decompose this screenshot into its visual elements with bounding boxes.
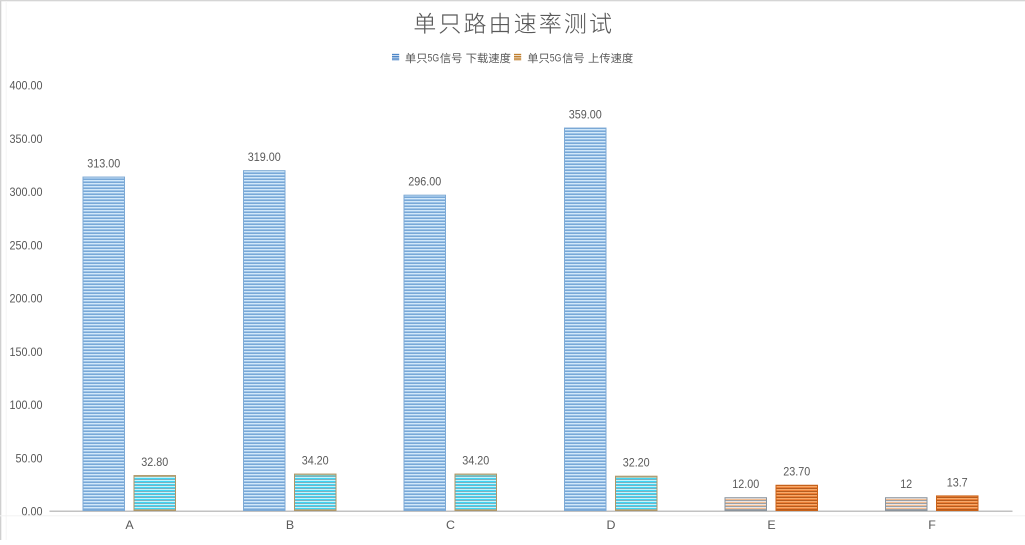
svg-text:296.00: 296.00 [408, 175, 441, 189]
svg-text:B: B [286, 518, 294, 532]
svg-text:12: 12 [900, 477, 912, 491]
svg-text:150.00: 150.00 [10, 345, 43, 359]
svg-text:C: C [446, 518, 455, 532]
svg-text:32.80: 32.80 [141, 455, 168, 469]
svg-text:23.70: 23.70 [783, 465, 810, 479]
svg-text:319.00: 319.00 [248, 150, 281, 164]
svg-text:A: A [125, 518, 134, 532]
svg-text:313.00: 313.00 [87, 157, 120, 171]
svg-text:5G: 5G [550, 53, 562, 65]
svg-text:200.00: 200.00 [10, 292, 43, 306]
svg-text:250.00: 250.00 [10, 238, 43, 252]
svg-text:5G: 5G [428, 53, 440, 65]
svg-text:0.00: 0.00 [22, 505, 43, 519]
svg-text:359.00: 359.00 [569, 108, 602, 122]
svg-text:34.20: 34.20 [462, 454, 489, 468]
svg-text:300.00: 300.00 [10, 185, 43, 199]
svg-text:350.00: 350.00 [10, 132, 43, 146]
svg-text:400.00: 400.00 [10, 79, 43, 93]
svg-text:E: E [767, 518, 775, 532]
svg-text:12.00: 12.00 [732, 477, 759, 491]
svg-text:50.00: 50.00 [16, 451, 43, 465]
svg-text:13.7: 13.7 [947, 475, 968, 489]
svg-text:100.00: 100.00 [10, 398, 43, 412]
svg-text:34.20: 34.20 [302, 454, 329, 468]
svg-text:F: F [928, 518, 936, 532]
svg-text:D: D [607, 518, 616, 532]
svg-text:32.20: 32.20 [623, 456, 650, 470]
